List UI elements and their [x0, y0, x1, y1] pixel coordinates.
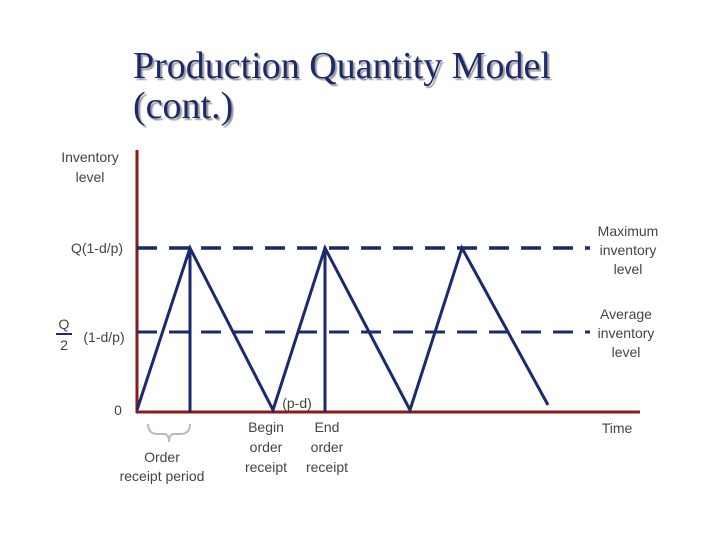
- period-label: receipt period: [120, 468, 205, 484]
- begin-label: order: [250, 439, 283, 455]
- period-label: Order: [144, 449, 180, 465]
- x-axis-label: Time: [602, 420, 633, 436]
- inventory-sawtooth: [135, 244, 550, 414]
- avg-inventory-label: level: [612, 344, 641, 360]
- end-label: receipt: [306, 459, 348, 475]
- fraction-numerator: Q: [59, 316, 70, 332]
- end-label: order: [311, 439, 344, 455]
- y-axis-label: Inventory: [61, 149, 119, 165]
- max-inventory-label: Maximum: [598, 223, 659, 239]
- max-inventory-label: inventory: [600, 242, 657, 258]
- fraction-denominator: 2: [60, 337, 68, 353]
- avg-inventory-label: inventory: [598, 325, 655, 341]
- title-line: (cont.): [133, 85, 233, 127]
- end-label: End: [315, 419, 340, 435]
- brace: [147, 423, 191, 443]
- begin-label: receipt: [245, 459, 287, 475]
- title-line: Production Quantity Model: [133, 45, 551, 87]
- max-inventory-label: level: [614, 261, 643, 277]
- origin-label: 0: [114, 402, 122, 418]
- max-level-label: Q(1-d/p): [71, 240, 123, 256]
- slope-label: (p-d): [282, 395, 312, 411]
- avg-inventory-label: Average: [600, 306, 652, 322]
- y-axis-label: level: [76, 169, 105, 185]
- begin-label: Begin: [248, 419, 284, 435]
- avg-level-factor: (1-d/p): [83, 329, 124, 345]
